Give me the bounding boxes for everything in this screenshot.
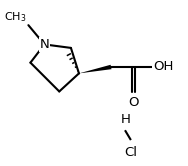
- Text: N: N: [39, 38, 49, 51]
- Text: O: O: [128, 96, 139, 109]
- Text: Cl: Cl: [124, 146, 137, 159]
- Text: CH$_3$: CH$_3$: [4, 11, 27, 24]
- Text: OH: OH: [153, 60, 173, 74]
- Text: H: H: [121, 113, 130, 126]
- Polygon shape: [79, 65, 111, 73]
